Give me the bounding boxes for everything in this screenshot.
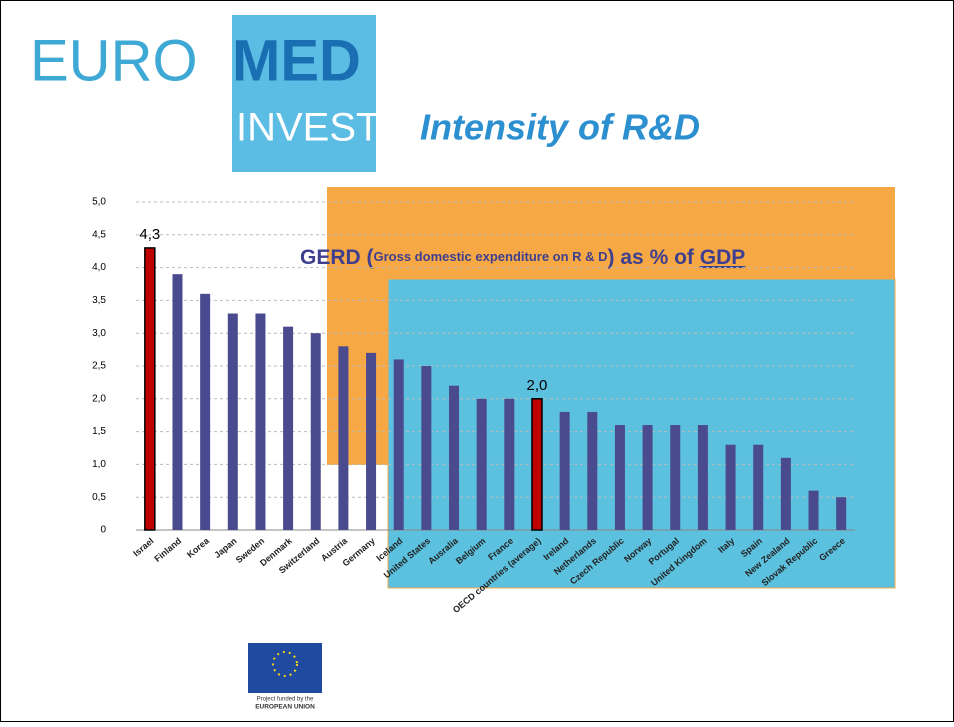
y-tick-label: 0 bbox=[100, 525, 106, 536]
bar bbox=[144, 247, 156, 531]
y-tick-label: 4,0 bbox=[92, 262, 106, 273]
eu-stars bbox=[272, 651, 298, 677]
y-tick-label: 3,0 bbox=[92, 328, 106, 339]
bar bbox=[697, 425, 708, 530]
value-label: 4,3 bbox=[139, 226, 160, 243]
value-label: 2,0 bbox=[527, 377, 548, 394]
bar bbox=[476, 398, 487, 530]
logo-text: INVEST bbox=[236, 106, 380, 150]
bar bbox=[255, 313, 266, 530]
funding-text: Project funded by the bbox=[257, 697, 314, 703]
note-box bbox=[387, 278, 896, 589]
bar bbox=[366, 352, 377, 530]
bar bbox=[531, 398, 543, 531]
note: GERD (Gross domestic expenditure on R & … bbox=[300, 246, 745, 269]
logo-text: EURO bbox=[30, 28, 198, 93]
y-tick-label: 2,0 bbox=[92, 393, 106, 404]
y-tick-label: 5,0 bbox=[92, 197, 106, 208]
bar bbox=[504, 398, 515, 530]
bar bbox=[200, 293, 211, 530]
note-part: GERD ( bbox=[300, 246, 374, 269]
bar bbox=[780, 457, 791, 530]
bar bbox=[421, 366, 432, 530]
bar bbox=[642, 425, 653, 530]
y-tick-label: 1,0 bbox=[92, 459, 106, 470]
bar bbox=[670, 425, 681, 530]
bar bbox=[836, 497, 847, 530]
y-tick-label: 2,5 bbox=[92, 361, 106, 372]
logo-box bbox=[232, 15, 376, 172]
bar bbox=[587, 411, 598, 530]
bar bbox=[310, 333, 321, 530]
note-part: GDP bbox=[700, 246, 746, 269]
y-tick-label: 4,5 bbox=[92, 229, 106, 240]
logo-text: MED bbox=[232, 28, 361, 93]
bar bbox=[449, 385, 460, 530]
bar bbox=[725, 444, 736, 530]
bar bbox=[283, 326, 294, 530]
bar bbox=[808, 490, 819, 530]
y-tick-label: 1,5 bbox=[92, 426, 106, 437]
bar bbox=[338, 346, 349, 530]
bar bbox=[172, 274, 183, 530]
bar bbox=[393, 359, 404, 530]
bar bbox=[559, 411, 570, 530]
chart: 00,51,01,52,02,53,03,54,04,55,0Israel4,3… bbox=[92, 197, 855, 615]
slide-title: Intensity of R&D bbox=[420, 107, 700, 148]
bar bbox=[753, 444, 764, 530]
bar bbox=[227, 313, 238, 530]
funding-text: EUROPEAN UNION bbox=[255, 704, 315, 711]
eu-flag bbox=[248, 643, 322, 693]
y-tick-label: 0,5 bbox=[92, 492, 106, 503]
note-part: Gross domestic expenditure on R & D bbox=[374, 249, 608, 264]
note-part: ) as % of bbox=[608, 246, 700, 269]
y-tick-label: 3,5 bbox=[92, 295, 106, 306]
bar bbox=[614, 425, 625, 530]
